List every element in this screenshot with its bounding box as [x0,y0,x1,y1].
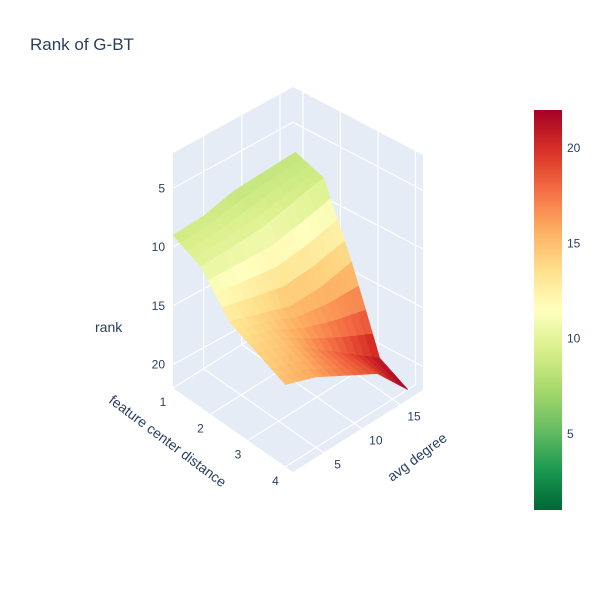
colorbar: 5 10 15 20 [534,110,581,510]
x-axis-ticks: 1 2 3 4 [160,395,280,488]
y-tick-label: 5 [334,458,341,472]
x-tick-label: 3 [235,448,242,462]
chart-title: Rank of G-BT [30,35,134,54]
z-tick-label: 15 [152,299,166,313]
y-axis-ticks: 5 10 15 [334,409,421,471]
colorbar-tick-label: 20 [567,141,581,155]
surface [172,151,409,390]
y-tick-label: 10 [369,434,383,448]
z-axis-ticks: 5 10 15 20 [152,181,166,371]
z-tick-label: 20 [152,358,166,372]
x-tick-label: 2 [197,421,204,435]
z-axis-label: rank [95,319,123,335]
z-tick-label: 5 [158,181,165,195]
y-tick-label: 15 [407,409,421,423]
z-tick-label: 10 [152,240,166,254]
surface-patch [392,378,409,390]
colorbar-tick-label: 10 [567,332,581,346]
x-tick-label: 4 [272,474,279,488]
colorbar-tick-label: 15 [567,236,581,250]
x-tick-label: 1 [160,395,167,409]
colorbar-gradient [534,110,562,510]
colorbar-ticks: 5 10 15 20 [567,141,581,441]
colorbar-tick-label: 5 [567,427,574,441]
y-axis-label: avg degree [384,429,450,484]
